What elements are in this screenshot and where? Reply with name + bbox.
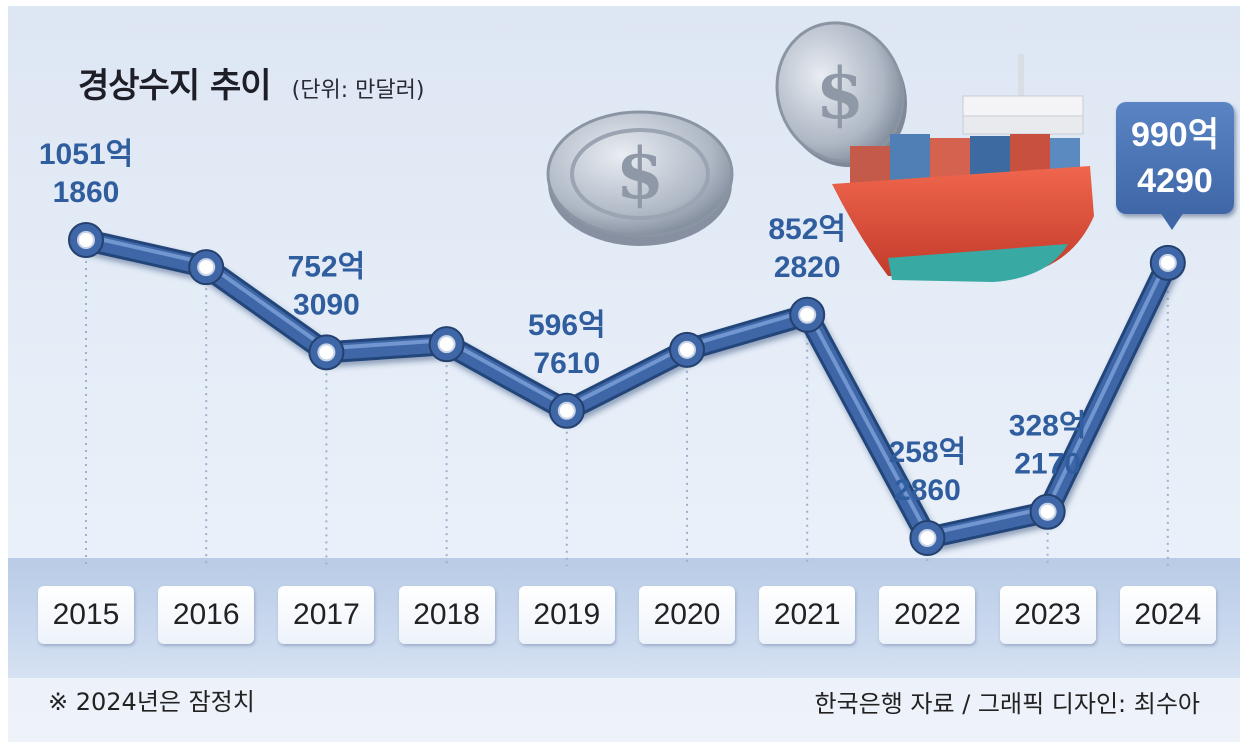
year-label-2021: 2021 (759, 586, 856, 644)
data-point-2020 (669, 331, 705, 368)
dollar-coin-icon: $ (546, 110, 734, 246)
cargo-ship-icon (832, 54, 1094, 282)
year-label-2022: 2022 (879, 586, 976, 644)
data-labels: 1051억 1860 752억 3090 596억 7610 852억 2820 258억 286… (39, 138, 1087, 507)
callout-line2: 4290 (1137, 162, 1213, 200)
year-label-2019: 2019 (518, 586, 615, 644)
svg-text:$: $ (616, 132, 665, 215)
value-label-2017: 752억 3090 (288, 250, 366, 321)
value-label-2019: 596억 7610 (528, 309, 606, 380)
year-label-2023: 2023 (999, 586, 1096, 644)
value-label-2023: 328억 2170 (1009, 410, 1087, 481)
source-credit: 한국은행 자료 / 그래픽 디자인: 최수아 (814, 690, 1200, 718)
data-point-2022 (909, 520, 946, 556)
year-label-2024: 2024 (1119, 586, 1216, 644)
data-point-2019 (548, 392, 585, 429)
year-label-2018: 2018 (398, 586, 495, 644)
series-line-highlight (84, 234, 1170, 536)
callout-line1: 990억 (1130, 116, 1219, 154)
series-line-path (78, 232, 1176, 546)
svg-text:$: $ (816, 52, 865, 135)
tilted-coin-icon: $ (775, 21, 907, 168)
year-label-2020: 2020 (639, 586, 735, 644)
highlight-callout: 990억 4290 (1116, 102, 1234, 214)
year-label-2016: 2016 (158, 586, 255, 644)
year-label-2015: 2015 (38, 586, 134, 644)
data-point-2017 (308, 334, 345, 371)
line-chart: $ $ 1051억 1860 752억 3090 596억 7610 852억 2820 258… (39, 21, 1186, 566)
chart-title: 경상수지 추이 (78, 66, 272, 106)
value-label-2015: 1051억 1860 (39, 138, 133, 209)
markers (68, 222, 1186, 556)
value-label-2021: 852억 2820 (768, 213, 846, 284)
chart-frame: 경상수지 추이 (단위: 만달러) $ (8, 6, 1240, 742)
series-line (75, 229, 1179, 549)
chart-unit: (단위: 만달러) (291, 78, 425, 103)
year-label-2017: 2017 (278, 586, 375, 644)
callout-tail (1160, 212, 1184, 230)
data-point-2023 (1029, 493, 1066, 530)
data-point-2016 (188, 249, 225, 286)
data-point-2021 (789, 296, 826, 333)
data-point-2024 (1149, 244, 1186, 281)
data-point-2015 (68, 222, 104, 258)
footnote: ※ 2024년은 잠정치 (48, 688, 255, 716)
data-point-2018 (428, 326, 465, 363)
title-block: 경상수지 추이 (단위: 만달러) (78, 58, 424, 107)
gridlines (85, 254, 1169, 566)
value-label-2022: 258억 2860 (889, 436, 967, 507)
